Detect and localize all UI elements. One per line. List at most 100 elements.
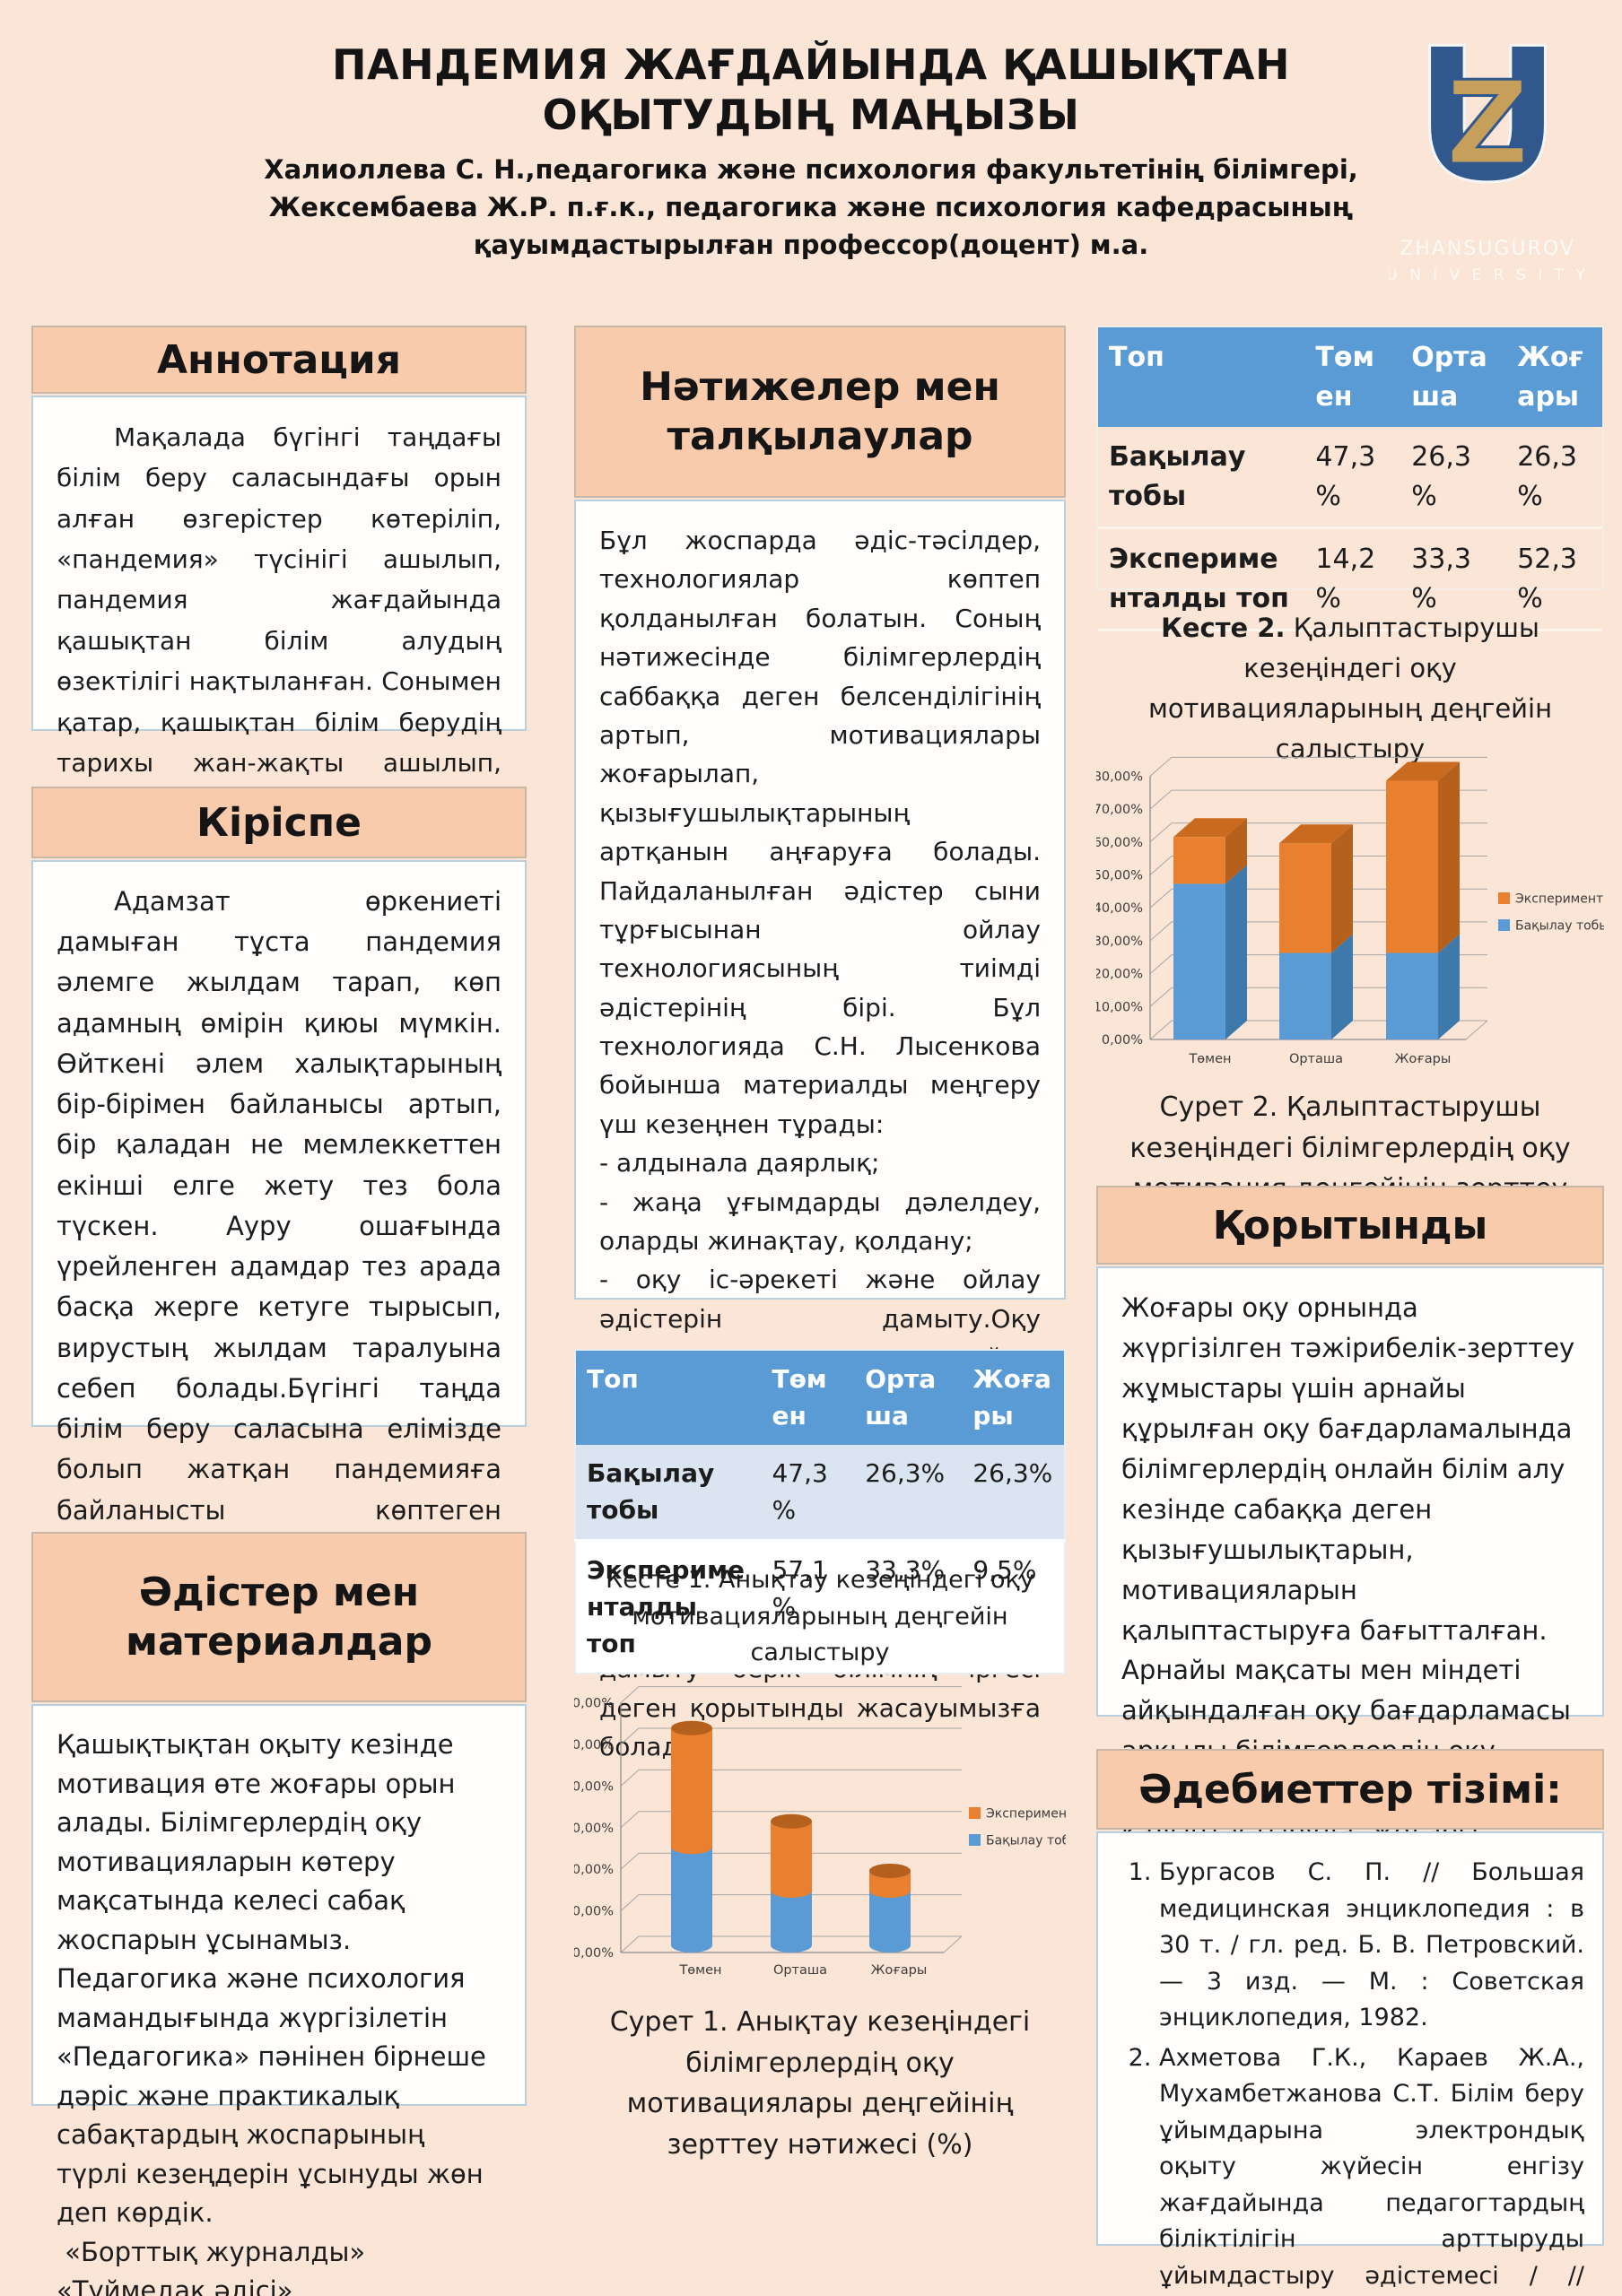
logo-university-word: U N I V E R S I T Y <box>1389 266 1586 284</box>
table-cell-value: 47,3% <box>1304 427 1401 529</box>
table-cell-value: 57,1% <box>761 1540 855 1674</box>
legend-swatch <box>969 1807 981 1819</box>
gridline <box>1149 856 1487 875</box>
bar-segment-experimental <box>771 1821 812 1891</box>
y-axis-tick-label: 20,00% <box>1096 968 1143 982</box>
bar-segment-control <box>869 1890 911 1945</box>
table2-caption-text: Қалыптастырушы кезеңіндегі оқу мотивация… <box>1147 613 1553 764</box>
table-cell-value: 33,3% <box>854 1540 963 1674</box>
bar-side-control <box>1225 865 1247 1039</box>
y-axis-tick-label: 70,00% <box>1096 803 1143 817</box>
gridline <box>1149 822 1487 843</box>
table-cell-value: 14,2% <box>1304 527 1401 631</box>
bar-segment-control <box>1279 952 1331 1039</box>
y-axis-tick-label: 80,00% <box>574 1779 614 1794</box>
logo-z-glyph: Z <box>1446 57 1530 191</box>
references-body: Бургасов С. П. // Большая медицинская эн… <box>1096 1831 1604 2290</box>
bar-top-cap <box>869 1863 911 1878</box>
conclusion-body: Жоғары оқу орнында жүргізілген тәжірибел… <box>1096 1266 1604 1968</box>
table-row: Бақылау тобы 47,3% 26,3% 26,3% <box>575 1445 1065 1543</box>
y-axis-tick-label: 120,00% <box>574 1697 614 1711</box>
introduction-body: Адамзат өркениеті дамыған тұста пандемия… <box>31 860 527 1687</box>
gridline <box>620 1935 962 1953</box>
annotation-header: Аннотация <box>31 326 527 394</box>
gridline <box>1149 789 1487 810</box>
floor-edge <box>1465 1020 1488 1040</box>
gridline <box>1149 954 1487 974</box>
gridline <box>620 1769 962 1787</box>
x-axis-category-label: Жоғары <box>871 1963 928 1978</box>
bar-segment-control <box>1386 952 1438 1039</box>
annotation-body: Мақалада бүгінгі таңдағы білім беру сала… <box>31 396 527 859</box>
table2-caption: Кесте 2. Қалыптастырушы кезеңіндегі оқу … <box>1105 608 1595 770</box>
bar-top-face <box>1386 761 1460 781</box>
gridline <box>1149 756 1487 777</box>
table-header-cell: Орташа <box>854 1350 963 1446</box>
figure1-caption: Сурет 1. Анықтау кезеңіндегі білімгерлер… <box>609 2006 1031 2161</box>
motivation-table-2-box: Топ Төмен Орташа Жоғары Бақылау тобы 47,3% 26… <box>1096 326 1604 631</box>
bar-segment-control <box>1173 883 1225 1039</box>
logo-graphic: U Z ZHANSUGUROV U N I V E R S I T Y <box>1386 9 1586 285</box>
gridline <box>620 1852 962 1870</box>
floor-edge <box>943 1935 963 1953</box>
table1-caption: Кесте 1. Анықтау кезеңіндегі оқу мотивац… <box>606 1566 1034 1666</box>
table-row-label: Эксперименталды топ <box>1098 527 1305 631</box>
logo-university-name: ZHANSUGUROV <box>1400 238 1575 260</box>
references-list: Бургасов С. П. // Большая медицинская эн… <box>1116 1855 1584 2296</box>
annotation-title: Аннотация <box>157 336 401 383</box>
x-axis-category-label: Орташа <box>1289 1052 1343 1066</box>
y-axis-tick-label: 0,00% <box>574 1946 614 1961</box>
conclusion-title: Қорытынды <box>1212 1202 1488 1248</box>
gridline <box>1149 1020 1487 1040</box>
legend-swatch <box>1498 919 1510 931</box>
x-axis-category-label: Жоғары <box>1395 1052 1452 1066</box>
y-axis-tick-label: 50,00% <box>1096 869 1143 883</box>
gridline <box>620 1686 962 1703</box>
table-row: Бақылау тобы 47,3% 26,3% 26,3% <box>1098 427 1602 529</box>
bar-segment-experimental <box>1386 780 1438 953</box>
legend-label: Эксперименталды топ <box>1515 892 1604 907</box>
legend-label: Бақылау тобы <box>986 1834 1066 1848</box>
introduction-header: Кіріспе <box>31 787 527 858</box>
methods-title: Әдістер мен материалдар <box>126 1570 432 1665</box>
bar-top-cap <box>671 1720 712 1735</box>
authors-line: Халиоллева С. Н.,педагогика және психоло… <box>264 154 1358 261</box>
table2-caption-prefix: Кесте 2. <box>1161 613 1286 643</box>
x-axis-category-label: Төмен <box>678 1963 721 1978</box>
table-cell-value: 52,3% <box>1506 527 1602 631</box>
y-axis-tick-label: 40,00% <box>574 1863 614 1877</box>
gridline <box>620 1811 962 1829</box>
gridline <box>620 1727 962 1745</box>
bar-junction-cap <box>771 1883 812 1898</box>
table-header-cell: Төмен <box>1304 327 1401 427</box>
figure1-chart: 0,00% 20,00% 40,00% 60,00% 80,00% 100,00% 120,… <box>574 1686 1066 1978</box>
reference-item: Ахметова Г.К., Караев Ж.А., Мухамбетжано… <box>1159 2040 1584 2296</box>
bar-junction-cap <box>671 1839 712 1855</box>
table-row: Эксперименталды топ 14,2% 33,3% 52,3% <box>1098 527 1602 631</box>
table-row-label: Эксперименталды топ <box>575 1540 762 1674</box>
gridline <box>1149 987 1487 1007</box>
y-axis-tick-label: 100,00% <box>574 1738 614 1752</box>
gridline <box>1149 888 1487 909</box>
methods-body: Қашықтықтан оқыту кезінде мотивация өте … <box>31 1704 527 2296</box>
table1-body-rows: Бақылау тобы 47,3% 26,3% 26,3% Экспериментал… <box>575 1445 1065 1674</box>
university-logo: U Z ZHANSUGUROV U N I V E R S I T Y <box>1386 9 1586 298</box>
legend-swatch <box>1498 892 1510 904</box>
references-header: Әдебиеттер тізімі: <box>1096 1749 1604 1830</box>
motivation-table-1: Топ Төмен Орташа Жоғары Бақылау тобы 47,3% 26… <box>574 1349 1066 1675</box>
y-axis-tick-label: 0,00% <box>1102 1033 1143 1048</box>
bar-side-experimental <box>1331 824 1353 953</box>
table-row: Эксперименталды топ 57,1% 33,3% 9,5% <box>575 1540 1065 1674</box>
results-title: Нәтижелер мен талқылаулар <box>640 364 1000 459</box>
results-body: Бұл жоспарда әдіс-тәсілдер, технологияла… <box>574 500 1066 1761</box>
bar-segment-experimental <box>1173 837 1225 884</box>
references-title: Әдебиеттер тізімі: <box>1138 1766 1562 1813</box>
legend-swatch <box>969 1834 981 1846</box>
table-cell-value: 26,3% <box>962 1445 1065 1543</box>
table2-header-row: Топ Төмен Орташа Жоғары <box>1098 327 1602 427</box>
y-axis-tick-label: 10,00% <box>1096 1000 1143 1014</box>
results-header: Нәтижелер мен талқылаулар <box>574 326 1066 498</box>
bar-top-face <box>1279 824 1353 844</box>
bar-top-face <box>1173 818 1247 838</box>
table-cell-value: 9,5% <box>962 1540 1065 1674</box>
